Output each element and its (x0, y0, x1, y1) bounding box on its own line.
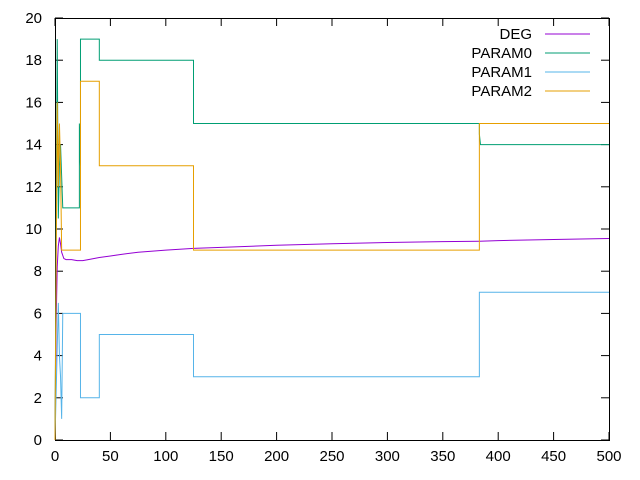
series-layer (54, 38, 610, 441)
x-tick-label: 250 (319, 448, 344, 465)
series-line-param1 (54, 291, 609, 441)
y-tick-label: 20 (25, 10, 42, 27)
series-line-param2 (54, 80, 609, 441)
y-tick-label: 10 (25, 221, 42, 238)
legend: DEG PARAM0 PARAM1 PARAM2 (471, 26, 590, 100)
y-tick-label: 14 (25, 137, 42, 154)
y-tick-label: 8 (34, 263, 42, 280)
y-tick-label: 6 (34, 305, 42, 322)
series-line-deg (54, 237, 610, 441)
y-tick-label: 0 (34, 432, 42, 449)
legend-label-deg: DEG (499, 26, 532, 43)
y-tick-label: 2 (34, 390, 42, 407)
legend-label-param2: PARAM2 (471, 83, 532, 100)
x-tick-label: 50 (102, 448, 119, 465)
legend-label-param0: PARAM0 (471, 45, 532, 62)
x-tick-label: 100 (153, 448, 178, 465)
y-tick-label: 18 (25, 52, 42, 69)
x-tick-label: 400 (486, 448, 511, 465)
legend-label-param1: PARAM1 (471, 64, 532, 81)
series-line-param0 (54, 38, 609, 441)
axis-ticks: 0 50 100 150 200 250 300 350 400 450 500 0 2 4 6 8 10 12 1… (25, 10, 621, 465)
x-tick-label: 200 (264, 448, 289, 465)
x-tick-label: 0 (51, 448, 59, 465)
x-tick-label: 450 (541, 448, 566, 465)
x-tick-label: 150 (209, 448, 234, 465)
x-tick-label: 300 (375, 448, 400, 465)
y-tick-label: 12 (25, 179, 42, 196)
x-tick-label: 350 (430, 448, 455, 465)
y-tick-label: 4 (34, 348, 42, 365)
x-tick-label: 500 (596, 448, 621, 465)
y-tick-label: 16 (25, 94, 42, 111)
